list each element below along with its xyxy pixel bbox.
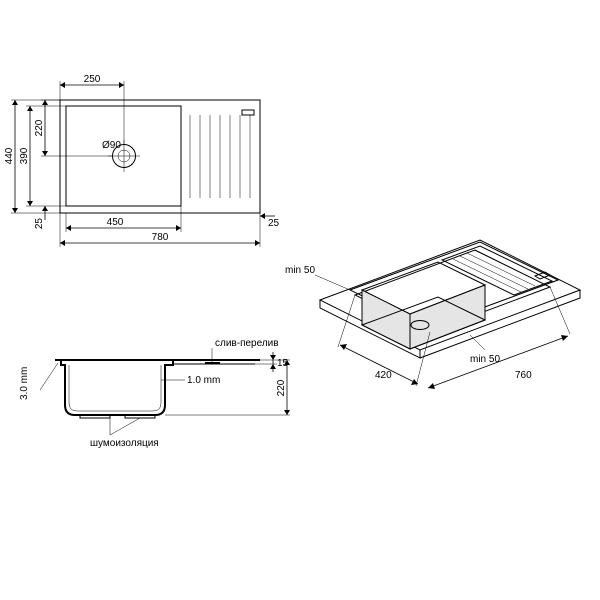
dim-220v: 220 — [34, 119, 45, 136]
side-view: слив-перелив шумоизоляция 3.0 mm 1.0 mm … — [19, 338, 290, 449]
dim-220s: 220 — [276, 379, 287, 396]
overflow-label: слив-перелив — [215, 338, 279, 349]
dim-390: 390 — [19, 147, 30, 164]
dim-450: 450 — [107, 217, 124, 228]
dim-760: 760 — [515, 370, 532, 381]
isometric-view: 420 760 min 50 min 50 — [285, 240, 580, 389]
dim-25b: 25 — [34, 218, 45, 230]
drain-label: Ø90 — [102, 140, 121, 151]
dim-420: 420 — [375, 370, 392, 381]
min50-left: min 50 — [285, 265, 315, 276]
technical-drawing: Ø90 450 780 25 250 220 — [0, 0, 600, 600]
dim-25r: 25 — [268, 218, 280, 229]
dim-3mm: 3.0 mm — [19, 367, 30, 400]
dim-1mm: 1.0 mm — [187, 375, 220, 386]
top-view: Ø90 450 780 25 250 220 — [4, 74, 280, 247]
dim-440: 440 — [4, 147, 15, 164]
sound-label: шумоизоляция — [90, 438, 159, 449]
dim-780: 780 — [152, 232, 169, 243]
min50-front: min 50 — [470, 354, 500, 365]
dim-250: 250 — [84, 74, 101, 85]
